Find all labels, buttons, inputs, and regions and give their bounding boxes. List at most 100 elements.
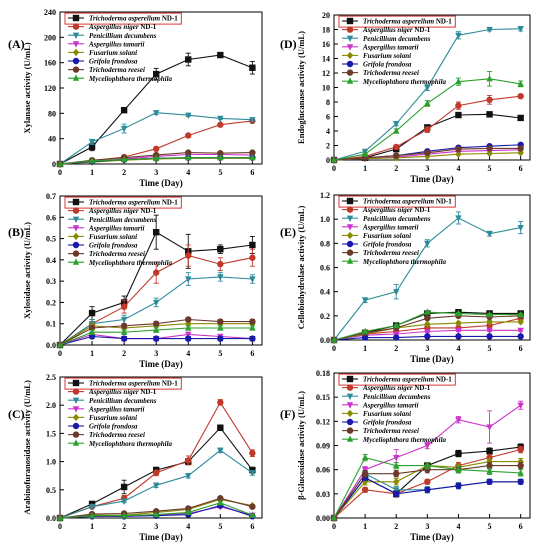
- y-tick-label: 8: [326, 98, 330, 107]
- x-axis-title: Time (Day): [410, 174, 454, 184]
- y-tick-label: 2: [326, 142, 330, 151]
- legend-label: Trichoderma reesei: [363, 249, 419, 257]
- legend-entry: Fusarium solani: [68, 232, 137, 241]
- legend-entry: Trichoderma asperellum ND-1: [338, 195, 456, 208]
- marker-triangle: [361, 150, 369, 157]
- x-tick-label: 5: [488, 344, 492, 353]
- marker-triangle: [517, 469, 524, 476]
- x-tick-label: 1: [363, 522, 367, 531]
- marker-triangle-down: [517, 402, 524, 410]
- marker-circle: [217, 495, 224, 502]
- marker-circle: [217, 318, 224, 325]
- legend-label: Trichoderma reesei: [89, 431, 145, 439]
- legend-label: Trichoderma asperellum ND-1: [89, 15, 178, 23]
- legend-entry: Grifola frondosa: [342, 241, 412, 249]
- marker-square: [152, 70, 160, 78]
- marker-triangle: [486, 467, 493, 474]
- panel-label: (A): [8, 37, 25, 51]
- legend-entry: Trichoderma asperellum ND-1: [338, 15, 456, 28]
- legend-label: Myceliophthora thermophila: [362, 258, 447, 266]
- x-tick-label: 3: [154, 349, 158, 358]
- marker-triangle-down: [88, 504, 96, 511]
- y-axis-title: Cellobiohydrolase activity (U/mL): [296, 206, 306, 330]
- marker-triangle-down: [455, 327, 462, 335]
- marker-diamond: [72, 232, 80, 241]
- marker-triangle: [217, 324, 224, 331]
- legend-entry: Aspergillus niger ND-1: [342, 26, 431, 34]
- marker-triangle: [152, 154, 160, 161]
- marker-triangle: [56, 514, 64, 521]
- legend-label: Aspergillus tamarii: [362, 401, 418, 409]
- legend-entry: Trichoderma asperellum ND-1: [64, 196, 182, 209]
- marker-circle: [346, 206, 354, 213]
- x-tick-label: 2: [122, 349, 126, 358]
- marker-square: [88, 143, 96, 151]
- marker-triangle-down: [486, 424, 493, 431]
- marker-circle: [185, 132, 192, 139]
- legend-entry: Fusarium solani: [68, 48, 137, 57]
- y-tick-label: 40: [48, 135, 56, 144]
- x-tick-label: 2: [394, 164, 398, 173]
- x-axis-title: Time (Day): [139, 178, 183, 188]
- chart-panel-c: 0.0 0.5 1.0 1.5 2.0 2.5 0 1 2 3 4 5 6 Time (Day) Arabi…: [8, 373, 263, 542]
- marker-circle: [361, 470, 369, 477]
- marker-triangle: [120, 511, 128, 519]
- marker-triangle-down: [424, 84, 431, 92]
- marker-triangle-down: [249, 117, 256, 124]
- legend-entry: Aspergillus niger ND-1: [68, 23, 157, 31]
- legend-entry: Fusarium solani: [342, 231, 411, 240]
- marker-triangle: [393, 321, 400, 329]
- legend-label: Aspergillus tamarii: [88, 40, 144, 48]
- legend-suffix: ND-1: [160, 15, 178, 23]
- marker-circle: [249, 149, 256, 156]
- marker-circle: [72, 241, 80, 249]
- marker-circle: [72, 66, 80, 73]
- marker-circle: [120, 322, 128, 330]
- legend-entry: Grifola frondosa: [68, 58, 138, 66]
- marker-triangle-down: [185, 112, 192, 120]
- marker-circle: [424, 478, 431, 485]
- legend-highlight-box: [64, 377, 182, 390]
- marker-square: [152, 228, 160, 236]
- marker-circle: [249, 335, 256, 342]
- legend-label: Trichoderma reesei: [363, 427, 419, 435]
- y-tick-label: 10: [322, 84, 330, 93]
- legend-entry: Fusarium solani: [342, 409, 411, 418]
- marker-triangle-down: [120, 498, 128, 505]
- legend-entry: Grifola frondosa: [68, 242, 138, 250]
- x-tick-label: 4: [456, 344, 460, 353]
- marker-triangle: [72, 439, 80, 446]
- marker-circle: [72, 57, 80, 65]
- x-tick-label: 6: [519, 344, 523, 353]
- marker-diamond: [346, 51, 354, 60]
- marker-circle: [393, 143, 400, 151]
- marker-circle: [346, 384, 354, 391]
- legend-label: Grifola frondosa: [363, 61, 412, 69]
- legend-label: Fusarium solani: [89, 233, 137, 241]
- y-tick-label: 12: [322, 69, 330, 78]
- marker-circle: [88, 333, 96, 340]
- marker-triangle: [424, 99, 431, 107]
- marker-triangle: [72, 258, 80, 265]
- y-tick-label: 0.0: [46, 341, 56, 350]
- marker-circle: [346, 240, 354, 248]
- legend-label: Aspergillus niger ND-1: [88, 207, 157, 215]
- marker-diamond: [517, 149, 524, 157]
- legend-entry: Fusarium solani: [342, 51, 411, 60]
- marker-circle: [517, 478, 524, 485]
- marker-diamond: [517, 318, 524, 326]
- x-tick-label: 0: [332, 344, 336, 353]
- marker-circle: [486, 145, 493, 152]
- marker-triangle-down: [152, 299, 160, 307]
- marker-triangle-down: [455, 417, 462, 424]
- marker-triangle-down: [361, 297, 369, 304]
- marker-triangle: [152, 510, 160, 518]
- marker-triangle: [185, 508, 192, 515]
- marker-square: [517, 114, 524, 122]
- marker-square: [120, 483, 128, 491]
- legend-entry: Aspergillus tamarii: [342, 223, 418, 231]
- marker-triangle: [217, 498, 224, 506]
- marker-triangle: [56, 160, 64, 167]
- marker-circle: [120, 303, 128, 310]
- marker-circle: [424, 486, 431, 494]
